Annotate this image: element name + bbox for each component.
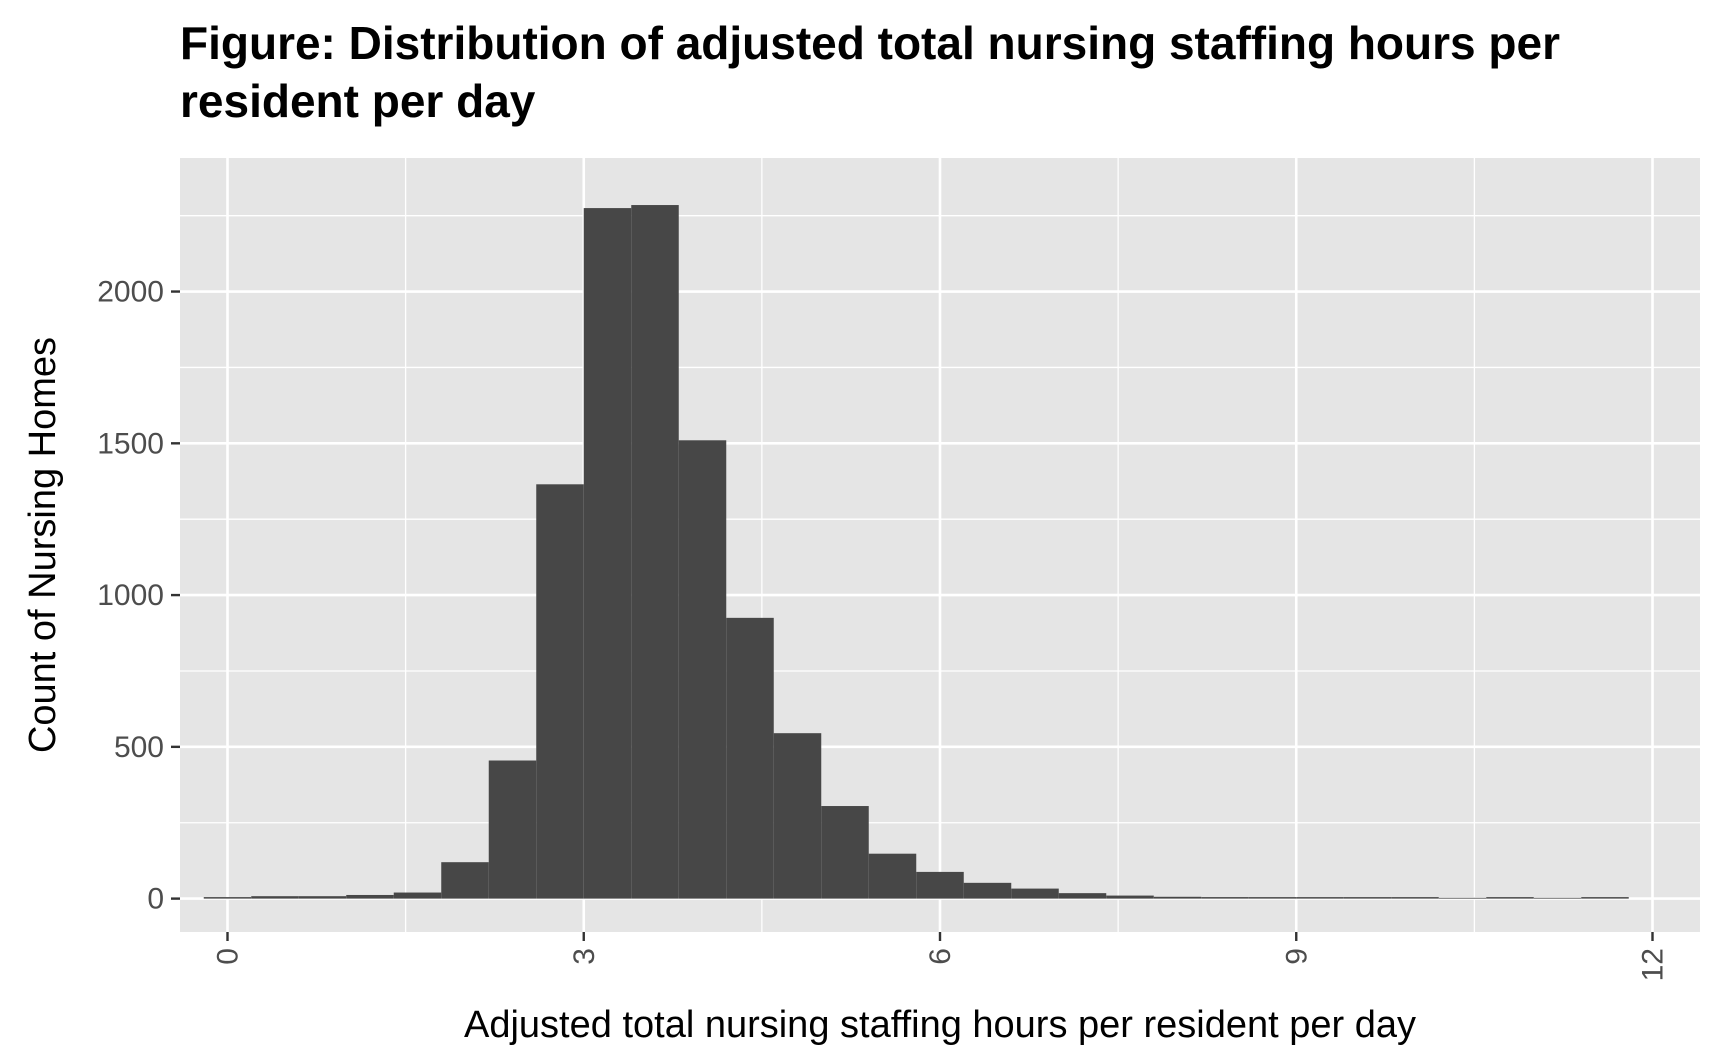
histogram-bar (1106, 895, 1154, 899)
x-tick-label: 12 (1637, 948, 1670, 981)
histogram-bar (1153, 896, 1202, 899)
histogram-bar (488, 760, 537, 899)
histogram-bars (203, 205, 1629, 899)
histogram-bar (1581, 897, 1629, 899)
y-tick-label: 500 (114, 731, 164, 764)
x-axis: 0 3 6 9 12 (212, 932, 1670, 981)
y-tick-label: 0 (147, 883, 164, 916)
histogram-bar (1391, 897, 1439, 899)
x-tick-label: 6 (924, 948, 957, 965)
histogram-bar (631, 205, 679, 899)
histogram-bar (821, 806, 869, 899)
y-axis-title: Count of Nursing Homes (22, 337, 64, 753)
histogram-bar (1343, 897, 1392, 899)
histogram-bar (1058, 893, 1107, 899)
histogram-bar (1011, 888, 1059, 899)
histogram-bar (773, 733, 822, 899)
histogram-bar (298, 896, 347, 899)
histogram-bar (916, 871, 964, 899)
histogram-bar (678, 440, 727, 899)
histogram-bar (963, 882, 1012, 899)
x-axis-title: Adjusted total nursing staffing hours pe… (464, 1004, 1416, 1046)
histogram-bar (583, 208, 632, 899)
y-tick-label: 1500 (97, 427, 164, 460)
histogram-bar (393, 892, 442, 899)
y-tick-label: 1000 (97, 579, 164, 612)
x-tick-label: 3 (568, 948, 601, 965)
x-tick-label: 0 (212, 948, 245, 965)
x-tick-label: 9 (1280, 948, 1313, 965)
histogram-bar (1201, 897, 1249, 899)
histogram-bar (251, 896, 299, 899)
histogram-bar (346, 894, 394, 899)
histogram-bar (203, 897, 252, 899)
histogram-bar (1438, 897, 1487, 899)
histogram-bar (1296, 897, 1344, 899)
chart-title: Figure: Distribution of adjusted total n… (180, 17, 1560, 127)
histogram-bar (1533, 897, 1582, 899)
histogram-bar (441, 862, 489, 899)
histogram-bar (536, 484, 584, 899)
histogram-bar (868, 853, 917, 899)
histogram-bar (1486, 897, 1534, 899)
histogram-bar (726, 617, 774, 899)
histogram-bar (1248, 897, 1297, 899)
y-tick-label: 2000 (97, 276, 164, 309)
y-axis: 0 500 1000 1500 2000 (97, 276, 180, 916)
